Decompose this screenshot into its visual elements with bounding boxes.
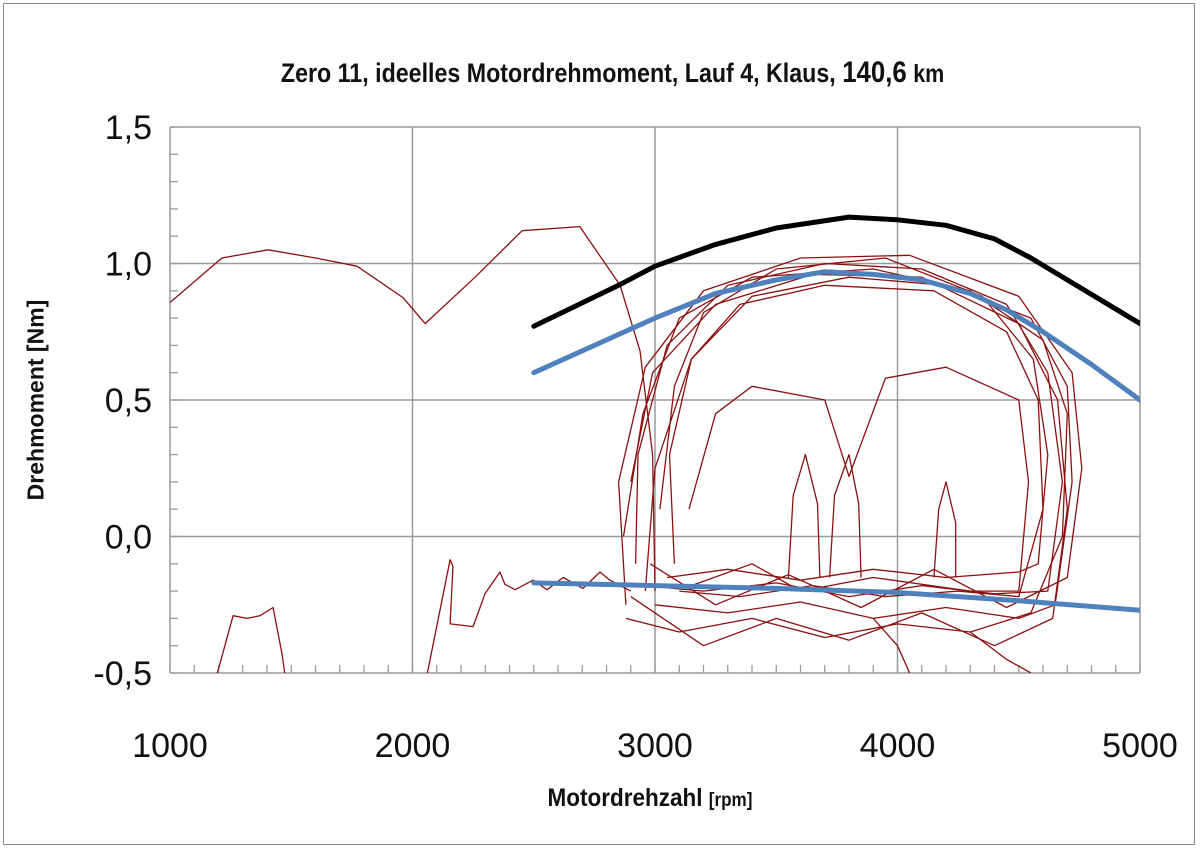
title-main: Zero 11, ideelles Motordrehmoment, Lauf …	[280, 58, 836, 88]
torque-trace-segment	[170, 225, 656, 592]
y-tick-label: 1,0	[105, 246, 152, 284]
torque-trace-segment	[969, 631, 1032, 673]
torque-trace-segment	[688, 366, 1030, 592]
x-tick-label: 2000	[375, 727, 451, 765]
torque-trace-segment	[426, 559, 632, 673]
torque-trace-segment	[828, 453, 862, 578]
upper-limit-curve	[531, 269, 1140, 403]
torque-trace-segment	[872, 617, 911, 673]
y-tick-label: 0,5	[105, 382, 152, 420]
y-tick-label: -0,5	[93, 655, 152, 693]
chart-title: Zero 11, ideelles Motordrehmoment, Lauf …	[97, 56, 1129, 90]
x-tick-label: 3000	[617, 727, 693, 765]
torque-trace-segment	[617, 254, 1083, 609]
max-torque-curve	[531, 214, 1140, 329]
lower-limit-curve	[531, 580, 1140, 613]
x-axis-label: Motordrehzahl [rpm]	[65, 784, 1200, 813]
x-axis-unit: [rpm]	[708, 790, 753, 811]
x-tick-label: 1000	[132, 727, 208, 765]
x-tick-label: 5000	[1102, 727, 1178, 765]
chart-frame	[3, 3, 1195, 845]
series-group	[170, 214, 1140, 673]
torque-trace-segment	[630, 273, 1068, 647]
torque-trace-segment	[787, 453, 821, 578]
title-distance: 140,6	[842, 56, 907, 89]
torque-trace-segment	[644, 276, 1073, 620]
y-tick-label: 0,0	[105, 519, 152, 557]
y-tick-label: 1,5	[105, 109, 152, 147]
torque-trace-segment	[933, 481, 957, 578]
x-axis-label-text: Motordrehzahl	[547, 784, 703, 812]
torque-trace-segment	[668, 284, 1044, 598]
x-tick-label: 4000	[860, 727, 936, 765]
torque-trace-segment	[216, 606, 286, 673]
torque-trace-segment	[659, 257, 1049, 581]
title-unit: km	[913, 60, 945, 88]
